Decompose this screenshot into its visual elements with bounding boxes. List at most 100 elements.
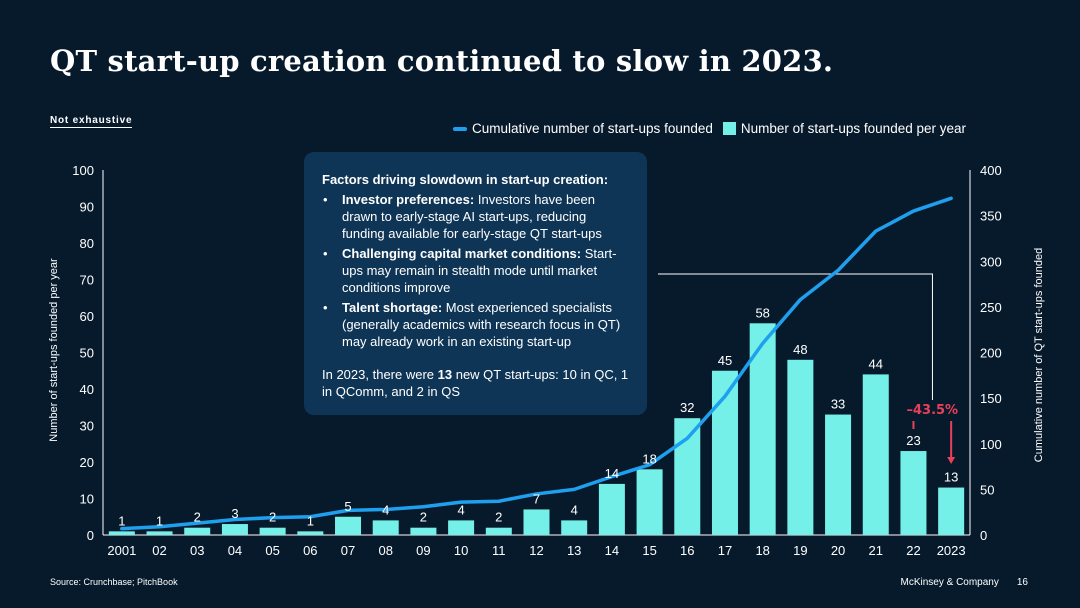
x-tick-label: 02	[152, 543, 166, 558]
legend-line-label: Cumulative number of start-ups founded	[471, 121, 713, 136]
bar	[297, 531, 324, 535]
chart-legend: Cumulative number of start-ups founded N…	[452, 121, 966, 136]
bar-value-label: 33	[831, 397, 845, 412]
bar	[259, 527, 286, 535]
bar-value-label: 44	[869, 356, 883, 371]
bullet-bold: Investor preferences:	[342, 192, 475, 207]
x-tick-label: 15	[642, 543, 656, 558]
y-tick-left: 30	[80, 419, 94, 434]
y-tick-right: 400	[980, 163, 1002, 178]
y-tick-left: 0	[87, 528, 94, 543]
company-name: McKinsey & Company	[900, 577, 999, 588]
bullet-bold: Talent shortage:	[342, 300, 443, 315]
footer: McKinsey & Company 16	[901, 577, 1029, 588]
x-tick-label: 19	[793, 543, 807, 558]
callout-bullet: Challenging capital market conditions: S…	[322, 245, 631, 296]
bar-value-label: 32	[680, 400, 694, 415]
bar-value-label: 18	[642, 451, 656, 466]
bar-value-label: 14	[605, 466, 619, 481]
y-tick-left: 80	[80, 236, 94, 251]
x-tick-label: 08	[378, 543, 392, 558]
x-tick-label: 2023	[937, 543, 966, 558]
bar-value-label: 4	[382, 502, 389, 517]
x-tick-label: 17	[718, 543, 732, 558]
bar-value-label: 2	[194, 510, 201, 525]
x-tick-label: 22	[906, 543, 920, 558]
bar-swatch-icon	[722, 122, 736, 135]
x-tick-label: 10	[454, 543, 468, 558]
callout-bullet-list: Investor preferences: Investors have bee…	[322, 191, 631, 350]
x-tick-label: 06	[303, 543, 317, 558]
bar	[749, 323, 776, 535]
y-tick-left: 40	[80, 382, 94, 397]
bar	[598, 483, 625, 535]
legend-bar-label: Number of start-ups founded per year	[740, 121, 966, 136]
note-bold: 13	[437, 367, 453, 382]
x-tick-label: 05	[265, 543, 279, 558]
x-tick-label: 04	[228, 543, 242, 558]
x-tick-label: 20	[831, 543, 845, 558]
y-tick-left: 10	[80, 492, 94, 507]
change-annotation: –43.5%	[906, 403, 958, 418]
x-tick-label: 07	[341, 543, 355, 558]
callout-bullet: Investor preferences: Investors have bee…	[322, 191, 631, 242]
x-tick-label: 16	[680, 543, 694, 558]
bar-value-label: 2	[269, 510, 276, 525]
y-tick-right: 300	[980, 254, 1002, 269]
page-number: 16	[1016, 577, 1028, 588]
bar	[372, 520, 399, 535]
bar	[787, 359, 814, 535]
bar	[862, 374, 889, 535]
bar-value-label: 3	[231, 506, 238, 521]
x-tick-label: 11	[492, 543, 506, 558]
bar-value-label: 1	[307, 513, 314, 528]
bar	[485, 527, 512, 535]
y-tick-right: 50	[980, 482, 994, 497]
bullet-bold: Challenging capital market conditions:	[342, 246, 582, 261]
bar-value-label: 23	[906, 433, 920, 448]
bar-value-label: 1	[118, 513, 125, 528]
bar	[523, 509, 550, 535]
y-tick-right: 250	[980, 300, 1002, 315]
source-note: Source: Crunchbase; PitchBook	[50, 577, 178, 587]
bar	[561, 520, 588, 535]
bar	[938, 487, 965, 535]
bar-value-label: 2	[495, 510, 502, 525]
y-tick-right: 150	[980, 391, 1002, 406]
y-tick-left: 60	[80, 309, 94, 324]
bar-value-label: 5	[344, 499, 351, 514]
bar-value-label: 2	[420, 510, 427, 525]
y-tick-left: 20	[80, 455, 94, 470]
bar-value-label: 1	[156, 513, 163, 528]
x-tick-label: 13	[567, 543, 581, 558]
callout-note: In 2023, there were 13 new QT start-ups:…	[322, 366, 631, 400]
callout-connector-line	[658, 273, 933, 400]
note-pre: In 2023, there were	[322, 367, 438, 382]
bar	[184, 527, 211, 535]
cumulative-line	[120, 196, 953, 531]
y-tick-left: 70	[80, 273, 94, 288]
callout-box: Factors driving slowdown in start-up cre…	[304, 152, 647, 415]
y-tick-left: 90	[80, 200, 94, 215]
bar	[448, 520, 475, 535]
bar-value-label: 4	[457, 502, 464, 517]
note-post: new QT start-ups: 10 in QC, 1 in QComm, …	[322, 367, 629, 399]
bar-value-label: 13	[944, 470, 958, 485]
x-tick-label: 21	[869, 543, 883, 558]
y-tick-right: 350	[980, 209, 1002, 224]
bar-value-label: 48	[793, 342, 807, 357]
legend-item-line: Cumulative number of start-ups founded	[452, 121, 713, 136]
y-tick-right: 100	[980, 437, 1002, 452]
bar-value-label: 7	[533, 491, 540, 506]
callout-heading: Factors driving slowdown in start-up cre…	[322, 172, 609, 187]
callout-bullet: Talent shortage: Most experienced specia…	[322, 299, 631, 350]
bar-value-label: 45	[718, 353, 732, 368]
bar	[335, 516, 362, 535]
y-tick-right: 0	[980, 528, 987, 543]
bar-value-label: 4	[571, 502, 578, 517]
annotation-arrowhead-icon	[947, 457, 956, 464]
x-tick-label: 09	[416, 543, 430, 558]
x-tick-label: 12	[529, 543, 543, 558]
bar	[108, 531, 135, 535]
